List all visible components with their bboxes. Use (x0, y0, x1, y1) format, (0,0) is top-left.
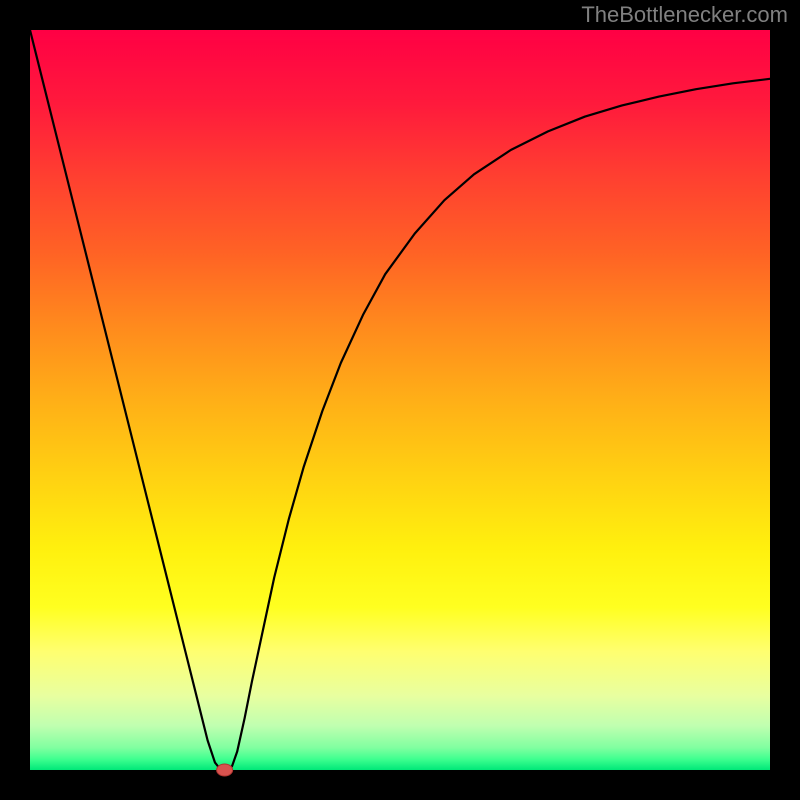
gradient-background (30, 30, 770, 770)
chart-svg (0, 0, 800, 800)
watermark-text: TheBottlenecker.com (581, 2, 788, 28)
chart-frame: TheBottlenecker.com (0, 0, 800, 800)
optimal-point-marker (217, 764, 233, 776)
